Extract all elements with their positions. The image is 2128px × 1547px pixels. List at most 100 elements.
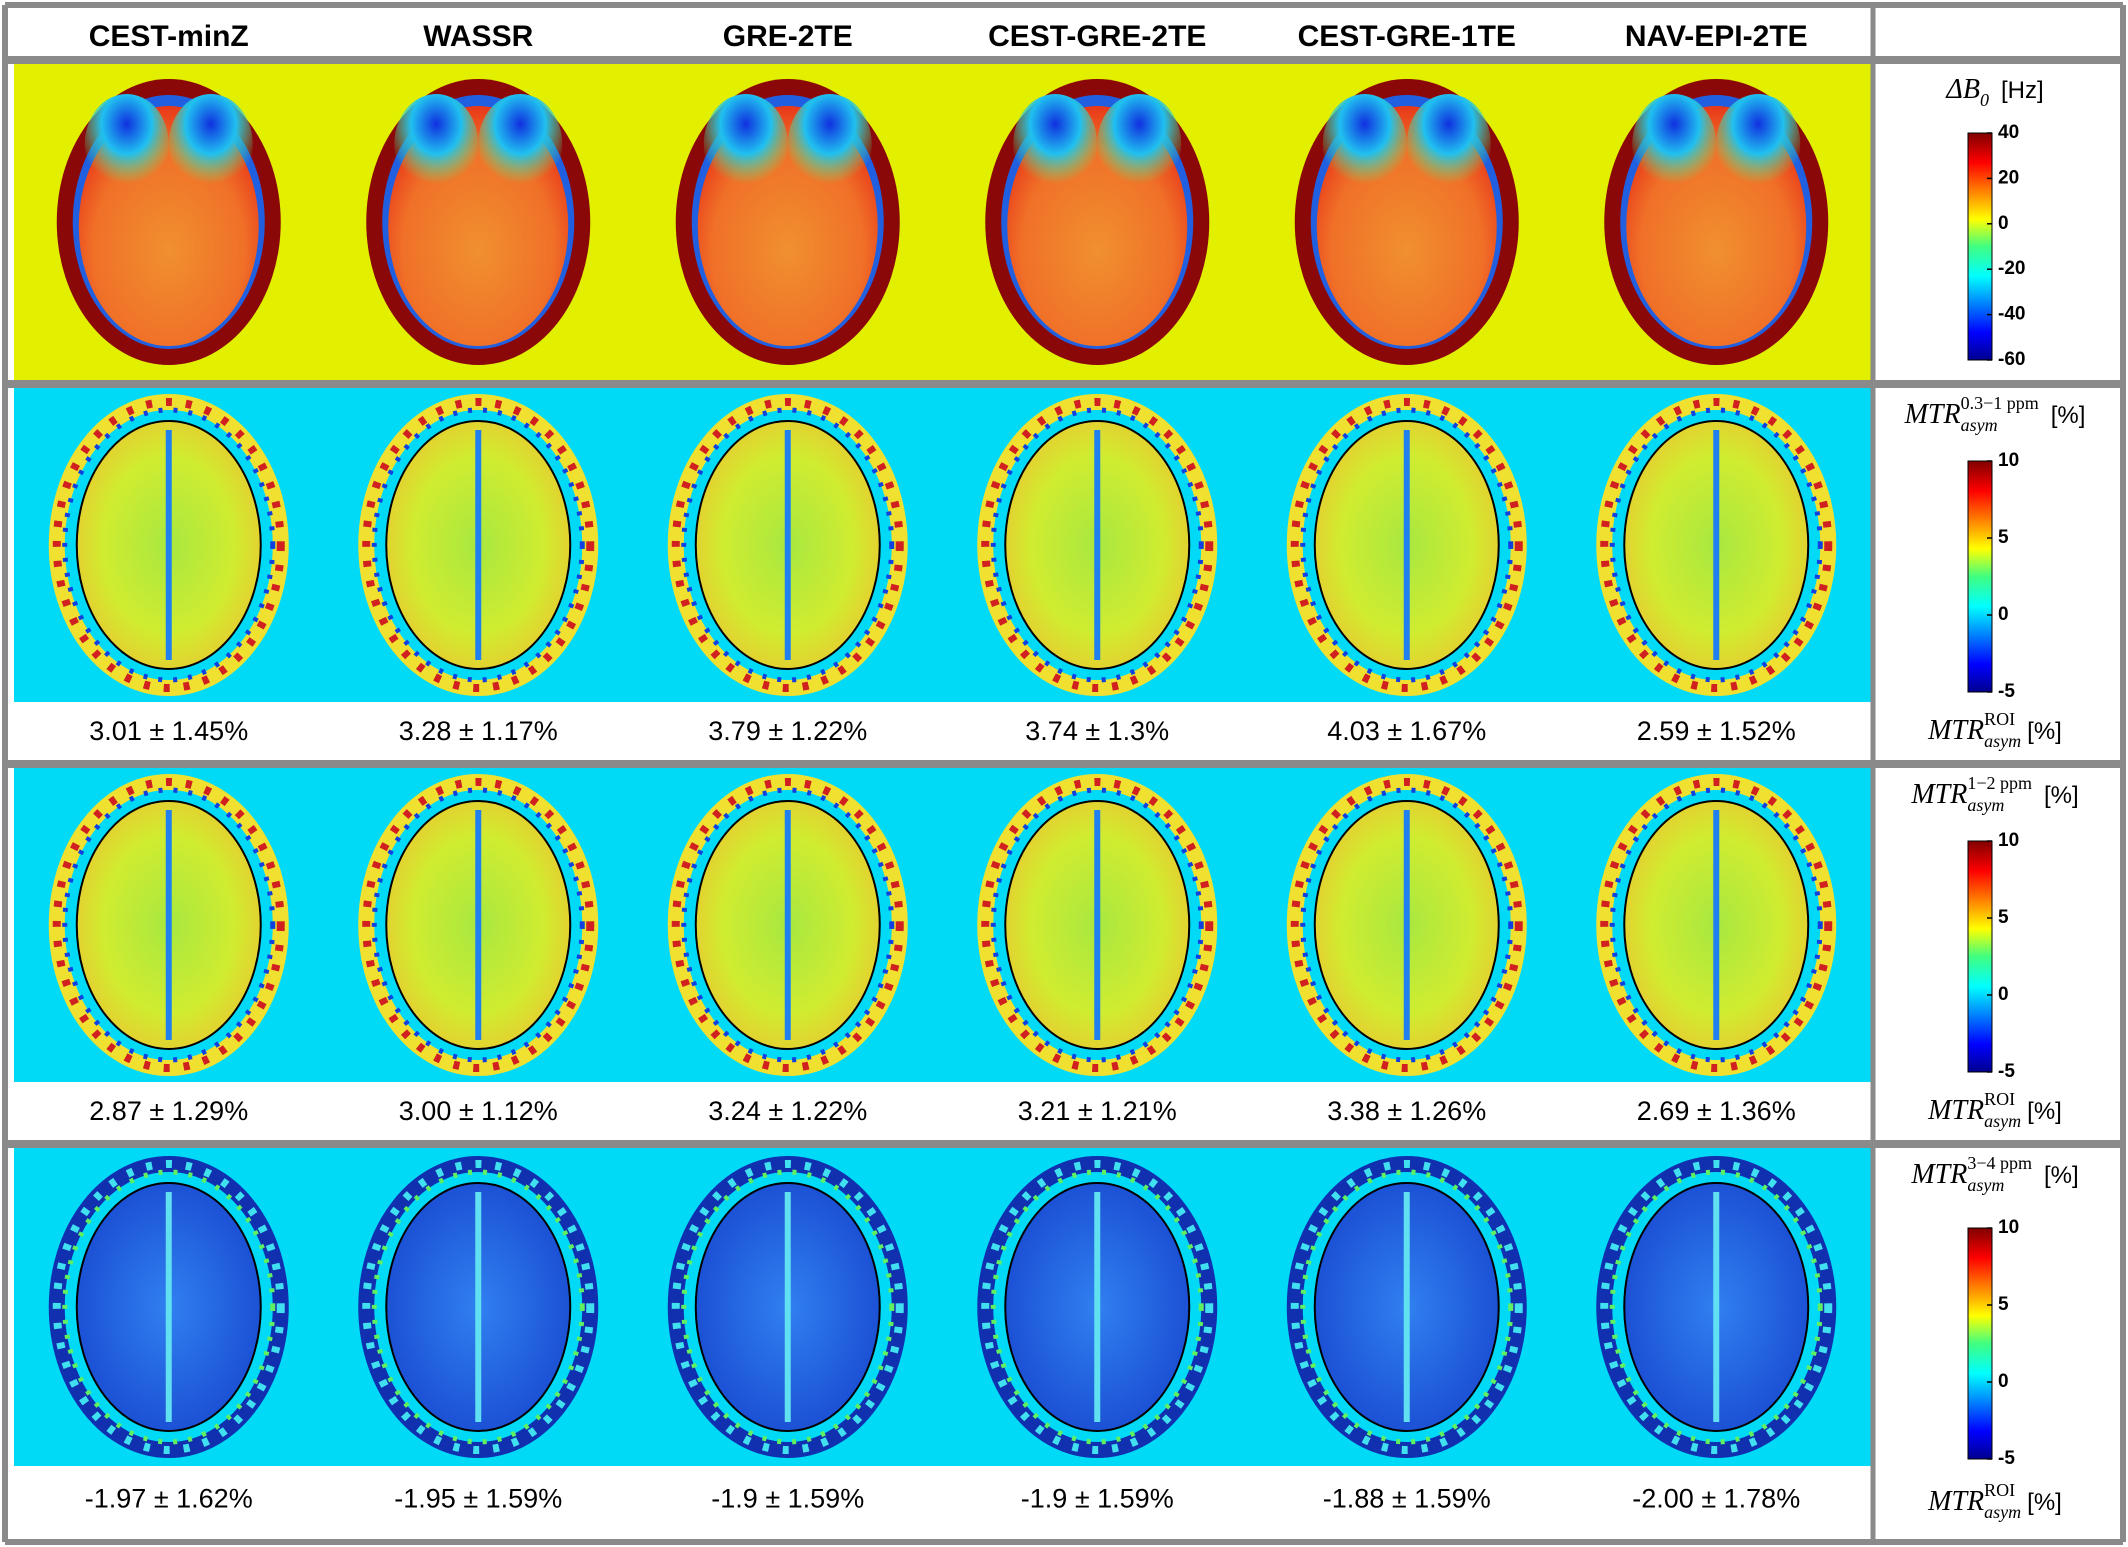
skull-noise (52, 1160, 285, 1454)
roi-contour (385, 1182, 572, 1432)
colorbar-tick-label: 0 (1998, 1371, 2009, 1392)
colorbar-tick-label: -20 (1998, 258, 2025, 279)
row-label: MTRasym1−2 ppm [%] (1910, 773, 2078, 815)
skull-noise (62, 407, 276, 683)
brain-map (48, 774, 289, 1076)
label-unit: [%] (2051, 402, 2086, 429)
label-sub: asym (1984, 1502, 2021, 1522)
brain-map (358, 394, 599, 696)
colorbar-tick-label: -5 (1998, 681, 2015, 702)
colorbar-tick-label: 5 (1998, 907, 2009, 928)
skull-noise (981, 1160, 1214, 1454)
skull-noise (1300, 787, 1514, 1063)
frontal-lobe (1716, 94, 1801, 194)
colorbar (1967, 132, 1993, 361)
roi-value: 3.74 ± 1.3% (1025, 716, 1169, 746)
skull-noise (362, 1160, 595, 1454)
label-base: MTR (1910, 779, 1967, 810)
label-base: MTR (1927, 1095, 1984, 1126)
roi-value: 3.00 ± 1.12% (399, 1096, 558, 1126)
brain-map (1286, 1156, 1527, 1458)
frontal-lobe (394, 94, 479, 194)
skull-noise (681, 1169, 895, 1445)
label-sub: 0 (1980, 90, 1989, 110)
colorbar-tick-label: 40 (1998, 122, 2019, 143)
colorbar (1967, 1227, 1993, 1460)
brain-map (1596, 394, 1837, 696)
label-unit: [%] (2044, 782, 2079, 809)
roi-contour (1623, 420, 1810, 670)
roi-contour (385, 420, 572, 670)
label-sub: asym (1984, 731, 2021, 751)
row-label: MTRasym3−4 ppm [%] (1910, 1153, 2078, 1195)
colorbar-tick-label: -60 (1998, 349, 2025, 370)
frontal-lobe (703, 94, 788, 194)
roi-contour (1004, 1182, 1191, 1432)
brain-map (675, 79, 900, 365)
roi-value: -1.88 ± 1.59% (1323, 1484, 1491, 1514)
label-unit: [%] (2027, 1489, 2062, 1516)
roi-value: 3.01 ± 1.45% (89, 716, 248, 746)
skull-noise (1609, 407, 1823, 683)
frontal-lobe (787, 94, 872, 194)
label-base: MTR (1927, 715, 1984, 746)
column-header: CEST-GRE-2TE (988, 20, 1206, 53)
skull-noise (371, 1169, 585, 1445)
colorbar-tick-label: -40 (1998, 304, 2025, 325)
roi-contour (1313, 1182, 1500, 1432)
brain-map (1286, 394, 1527, 696)
label-sub: asym (1984, 1111, 2021, 1131)
brain-map (1294, 79, 1519, 365)
frontal-lobe (478, 94, 563, 194)
skull-noise (671, 778, 904, 1072)
roi-contour (1313, 800, 1500, 1050)
frontal-lobe (84, 94, 169, 194)
map-background (14, 768, 1871, 1082)
skull-noise (1600, 398, 1833, 692)
frontal-lobe (1406, 94, 1491, 194)
skull-noise (1300, 407, 1514, 683)
brain-map (1596, 774, 1837, 1076)
roi-value: 3.38 ± 1.26% (1327, 1096, 1486, 1126)
brain-map (985, 79, 1210, 365)
brain-map (667, 774, 908, 1076)
skull-noise (681, 787, 895, 1063)
roi-contour (694, 1182, 881, 1432)
label-base: ΔB (1945, 74, 1980, 105)
brain-map (358, 1156, 599, 1458)
label-sub: asym (1961, 415, 1998, 435)
skull-noise (1290, 1160, 1523, 1454)
label-sup: 3−4 ppm (1967, 1153, 2032, 1173)
skull-noise (981, 778, 1214, 1072)
frontal-lobe (1013, 94, 1098, 194)
brain-map (48, 1156, 289, 1458)
column-header: CEST-GRE-1TE (1298, 20, 1516, 53)
roi-value: -1.97 ± 1.62% (85, 1484, 253, 1514)
roi-contour (694, 420, 881, 670)
label-unit: [%] (2027, 718, 2062, 745)
brain-map (1604, 79, 1829, 365)
skull-noise (1300, 1169, 1514, 1445)
skull-noise (1600, 778, 1833, 1072)
brain-map (1286, 774, 1527, 1076)
skull-noise (990, 1169, 1204, 1445)
skull-noise (671, 1160, 904, 1454)
roi-value: -1.95 ± 1.59% (394, 1484, 562, 1514)
brain-map (56, 79, 281, 365)
roi-contour (694, 800, 881, 1050)
label-base: MTR (1904, 399, 1961, 430)
roi-value: 3.79 ± 1.22% (708, 716, 867, 746)
brain-map (1596, 1156, 1837, 1458)
roi-contour (75, 800, 262, 1050)
roi-contour (385, 800, 572, 1050)
roi-value: -1.9 ± 1.59% (1021, 1484, 1174, 1514)
skull-noise (1609, 1169, 1823, 1445)
colorbar (1967, 840, 1993, 1073)
roi-value: 3.21 ± 1.21% (1018, 1096, 1177, 1126)
roi-contour (1004, 800, 1191, 1050)
colorbar-tick-label: 10 (1998, 450, 2019, 471)
colorbar-tick-label: 0 (1998, 213, 2009, 234)
brain-map (667, 1156, 908, 1458)
